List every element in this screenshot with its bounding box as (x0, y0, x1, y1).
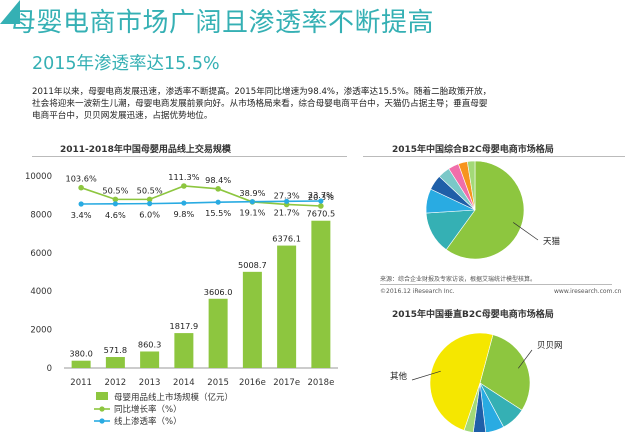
x-tick-label: 2016e (239, 378, 266, 388)
penetration-point (181, 200, 187, 206)
pie-slice-label: 贝贝网 (537, 341, 563, 351)
penetration-label: 3.4% (71, 210, 92, 220)
growth-rate-label: 20.3% (308, 192, 334, 202)
bar-value-label: 1817.9 (170, 321, 199, 331)
growth-rate-point (215, 186, 221, 192)
legend-penetration-label: 线上渗透率（%） (114, 416, 182, 427)
x-tick-label: 2018e (307, 378, 334, 388)
bar-value-label: 5008.7 (238, 260, 267, 270)
page-title: 母婴电商市场广阔且渗透率不断提高 (10, 8, 435, 38)
bar (277, 245, 297, 368)
penetration-label: 19.1% (239, 208, 265, 218)
x-tick-label: 2017e (273, 378, 300, 388)
penetration-label: 21.7% (274, 207, 300, 217)
penetration-label: 6.0% (139, 210, 160, 220)
growth-rate-label: 38.9% (239, 188, 265, 198)
corner-decoration (0, 0, 20, 24)
legend-growth-marker (99, 406, 105, 412)
bar (174, 333, 194, 368)
growth-rate-point (112, 196, 119, 203)
bar (242, 271, 262, 368)
page-subtitle: 2015年渗透率达15.5% (32, 54, 220, 74)
bar (71, 360, 91, 368)
source-divider (380, 284, 612, 285)
growth-rate-label: 50.5% (137, 185, 163, 195)
penetration-line (81, 200, 321, 205)
pie-slice-label: 天猫 (543, 236, 561, 247)
bar-value-label: 7670.5 (307, 209, 336, 219)
bar-value-label: 3606.0 (204, 287, 233, 297)
penetration-label: 23.7% (308, 190, 334, 200)
penetration-point (249, 199, 255, 205)
y-tick-label: 6000 (30, 249, 52, 259)
penetration-label: 9.8% (173, 209, 194, 219)
penetration-point (147, 201, 153, 207)
summary-paragraph: 2011年以来，母婴电商发展迅速，渗透率不断提高。2015年同比增速为98.4%… (32, 86, 612, 122)
pie-slice (429, 332, 494, 431)
penetration-point (78, 201, 84, 207)
pie-slice (466, 160, 476, 211)
growth-rate-label: 27.3% (274, 190, 300, 200)
y-tick-label: 10000 (25, 172, 52, 182)
y-tick-label: 4000 (30, 287, 52, 297)
legend-penetration-marker (99, 418, 105, 424)
source-note: 来源：综合企业财报及专家访谈，根据艾瑞统计模型核算。 (380, 276, 537, 283)
growth-rate-label: 98.4% (205, 175, 231, 185)
pie-slice (445, 160, 525, 260)
bar (208, 298, 228, 368)
pie-leader-line (513, 222, 539, 241)
pie-slice (472, 382, 486, 432)
website-note: www.iresearch.com.cn (554, 288, 622, 295)
bar-value-label: 380.0 (69, 349, 92, 359)
penetration-point (112, 201, 118, 207)
bar (140, 351, 160, 368)
x-tick-label: 2015 (207, 378, 229, 388)
growth-rate-point (181, 183, 187, 189)
penetration-label: 15.5% (205, 208, 231, 218)
x-tick-label: 2013 (139, 378, 161, 388)
pie-chart-1-title: 2015年中国综合B2C母婴电商市场格局 (392, 145, 554, 155)
bar-value-label: 571.8 (104, 345, 127, 355)
pie-slice (479, 382, 505, 432)
growth-rate-label: 103.6% (66, 174, 97, 184)
legend-bar-label: 母婴用品线上市场规模（亿元） (114, 392, 233, 403)
growth-rate-label: 50.5% (102, 185, 128, 195)
summary-line: 2011年以来，母婴电商发展迅速，渗透率不断提高。2015年同比增速为98.4%… (32, 87, 492, 97)
bar-value-label: 6376.1 (272, 234, 301, 244)
pie-leader-line (411, 370, 441, 381)
pie-chart-2-title: 2015年中国垂直B2C母婴电商市场格局 (392, 310, 554, 320)
penetration-point (318, 198, 324, 204)
y-tick-label: 2000 (30, 326, 52, 336)
penetration-label: 4.6% (105, 210, 126, 220)
growth-rate-point (146, 196, 153, 203)
x-tick-label: 2014 (173, 378, 195, 388)
x-tick-label: 2012 (105, 378, 127, 388)
copyright-note: ©2016.12 iResearch Inc. (380, 288, 455, 295)
pie-slice (479, 334, 531, 411)
bar (311, 220, 331, 368)
legend-growth-label: 同比增长率（%） (114, 404, 182, 415)
penetration-point (215, 199, 221, 205)
summary-line: 社会将迎来一波新生儿潮，母婴电商发展前景向好。从市场格局来看，综合母婴电商平台中… (32, 99, 488, 109)
growth-rate-point (318, 203, 324, 209)
bar (105, 357, 125, 368)
bar-value-label: 860.3 (138, 339, 161, 349)
y-tick-label: 0 (47, 364, 52, 374)
penetration-point (284, 198, 290, 204)
growth-rate-point (78, 184, 84, 191)
pie-leader-line (517, 349, 533, 369)
summary-line: 电商平台中，贝贝网发展迅速，占据优势地位。 (32, 111, 213, 121)
pie-slice-label: 其他 (390, 371, 408, 382)
bar-title-divider (32, 156, 347, 157)
growth-rate-label: 111.3% (168, 172, 199, 182)
bar-chart-title: 2011-2018年中国母婴用品线上交易规模 (60, 145, 231, 155)
legend-bar-swatch (96, 392, 108, 400)
pie-title-divider (363, 156, 625, 157)
growth-rate-line (80, 185, 321, 207)
x-tick-label: 2011 (70, 378, 92, 388)
y-tick-label: 8000 (30, 210, 52, 220)
